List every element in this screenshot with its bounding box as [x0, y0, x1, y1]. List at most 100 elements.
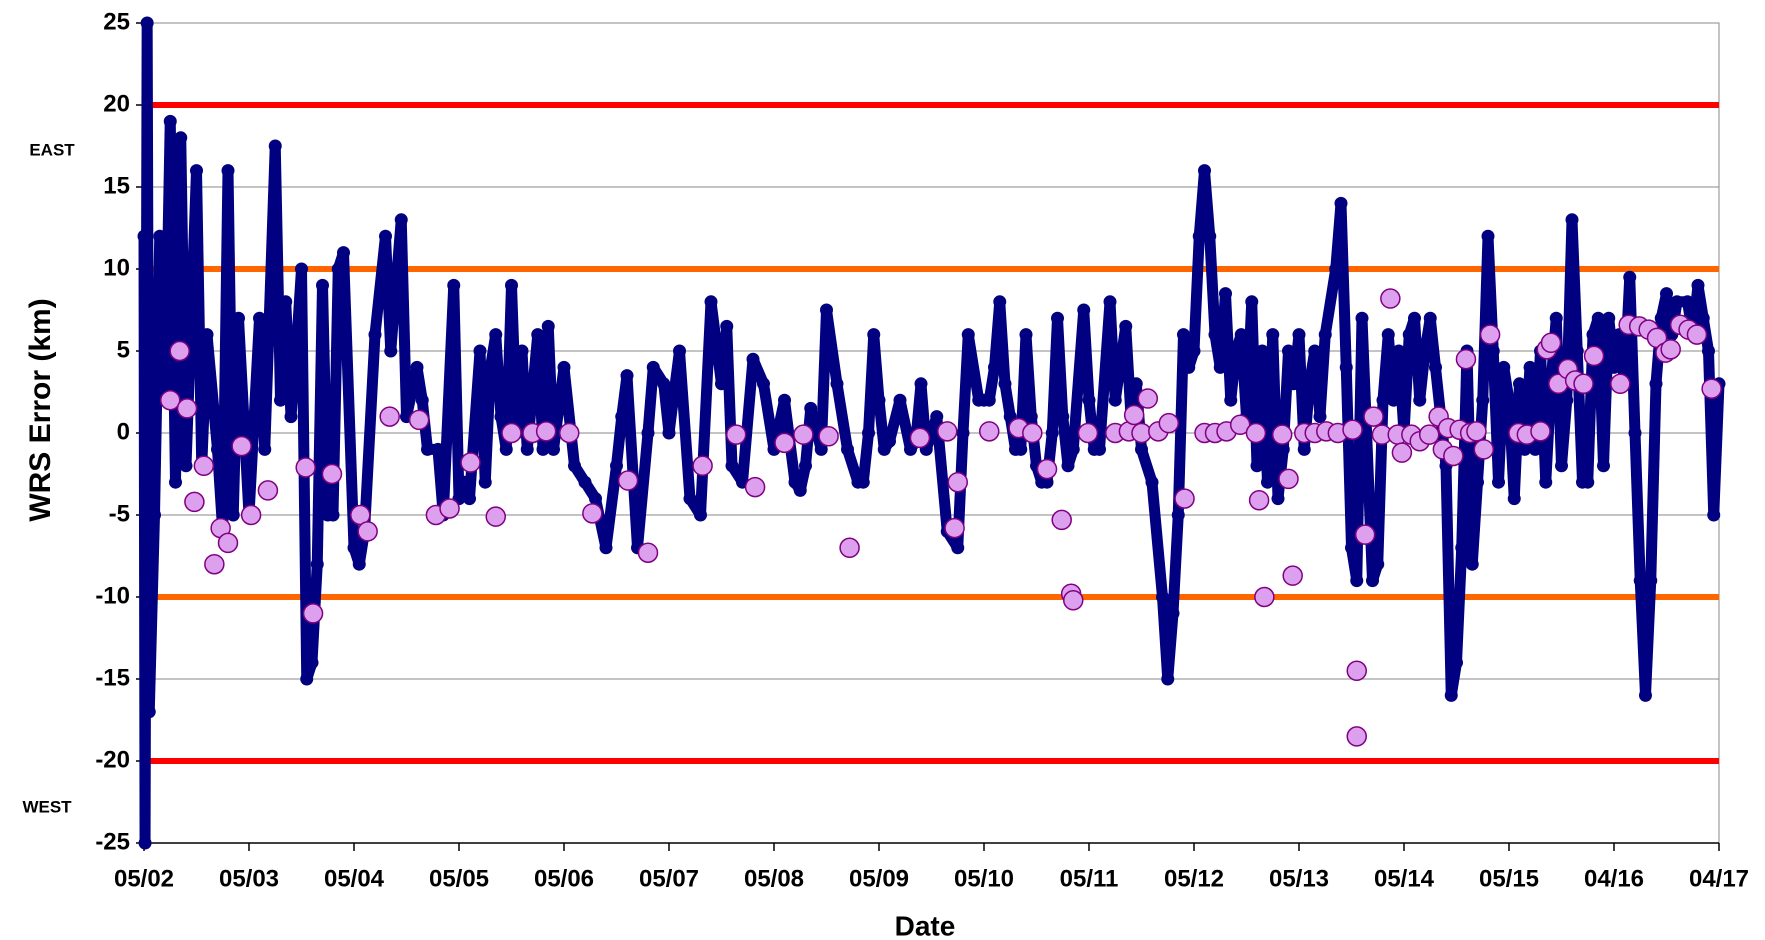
- data-point: [1583, 345, 1605, 367]
- data-point: [1602, 311, 1616, 325]
- data-point: [310, 557, 324, 571]
- x-tick-label: 05/14: [1374, 865, 1435, 892]
- data-point: [988, 360, 1001, 374]
- data-point: [153, 229, 167, 243]
- data-point: [331, 262, 345, 276]
- data-point: [1481, 229, 1495, 243]
- data-point: [379, 229, 392, 243]
- data-point: [394, 213, 408, 227]
- data-point: [893, 393, 907, 407]
- data-point: [193, 455, 215, 477]
- data-point: [1158, 412, 1180, 434]
- data-point: [1633, 574, 1647, 588]
- data-point: [1530, 421, 1551, 442]
- data-point: [1014, 442, 1028, 456]
- data-point: [274, 393, 287, 407]
- data-point: [1570, 344, 1584, 358]
- data-point: [620, 369, 634, 383]
- data-point: [1342, 419, 1363, 440]
- data-point: [820, 303, 833, 317]
- data-point: [998, 377, 1012, 391]
- data-point: [1518, 442, 1532, 456]
- data-point: [883, 434, 896, 448]
- data-point: [557, 360, 571, 374]
- data-point: [1381, 328, 1395, 342]
- x-tick-label: 05/08: [744, 865, 804, 892]
- data-point: [421, 442, 434, 456]
- data-point: [610, 459, 623, 473]
- data-point: [302, 603, 324, 624]
- data-point: [944, 517, 965, 539]
- data-point: [1213, 360, 1227, 374]
- data-point: [830, 377, 844, 391]
- data-point: [720, 319, 734, 333]
- data-point: [1670, 295, 1684, 309]
- data-point: [1123, 404, 1145, 426]
- data-point: [1234, 328, 1248, 342]
- data-point: [240, 504, 262, 526]
- data-point: [289, 344, 303, 358]
- data-point: [1392, 344, 1406, 358]
- y-tick-label: 25: [103, 8, 130, 35]
- data-point: [1082, 393, 1096, 407]
- data-point: [862, 426, 875, 440]
- data-point: [856, 475, 870, 489]
- data-point: [1261, 475, 1274, 489]
- data-point: [1219, 287, 1232, 301]
- y-tick-label: -10: [95, 582, 130, 609]
- x-tick-label: 05/03: [219, 865, 279, 892]
- data-point: [494, 410, 508, 424]
- data-point: [148, 508, 161, 522]
- data-point: [1271, 492, 1285, 506]
- data-point: [1607, 360, 1621, 374]
- x-tick-label: 05/13: [1269, 865, 1329, 892]
- data-point: [232, 311, 245, 325]
- y-tick-label: 15: [103, 172, 130, 199]
- data-point: [1497, 360, 1511, 374]
- data-point: [1597, 459, 1610, 473]
- data-point: [1681, 295, 1694, 309]
- data-point: [1418, 424, 1440, 445]
- y-tick-label: 0: [117, 418, 130, 445]
- data-point: [1707, 508, 1721, 522]
- x-tick-label: 05/02: [114, 865, 174, 892]
- data-point: [204, 553, 225, 575]
- data-point: [253, 311, 266, 325]
- data-point: [1022, 422, 1043, 444]
- data-point: [505, 278, 518, 292]
- data-point: [778, 393, 791, 407]
- data-point: [914, 377, 928, 391]
- x-axis-title: Date: [895, 910, 956, 940]
- data-point: [1644, 574, 1658, 588]
- data-point: [1318, 328, 1332, 342]
- data-point: [1371, 557, 1385, 571]
- data-point: [541, 319, 555, 333]
- y-tick-label: -25: [95, 828, 130, 855]
- data-point: [520, 442, 534, 456]
- data-point: [1418, 344, 1432, 358]
- data-point: [1443, 445, 1464, 467]
- data-point: [715, 377, 728, 391]
- data-point: [799, 459, 812, 473]
- data-point: [357, 521, 378, 542]
- data-point: [337, 246, 350, 260]
- data-point: [1565, 213, 1579, 227]
- data-point: [956, 426, 970, 440]
- x-tick-label: 05/15: [1479, 865, 1539, 892]
- data-point: [1135, 442, 1148, 456]
- data-point: [1476, 393, 1490, 407]
- data-point: [1639, 688, 1652, 702]
- data-point: [1471, 475, 1484, 489]
- data-point: [1245, 295, 1259, 309]
- data-point: [140, 16, 154, 30]
- data-point: [1473, 439, 1495, 460]
- data-point: [1036, 458, 1058, 480]
- data-point: [1063, 590, 1084, 611]
- data-point: [1466, 421, 1487, 442]
- data-point: [909, 427, 931, 449]
- data-point: [138, 836, 152, 850]
- data-point: [463, 492, 476, 506]
- x-tick-label: 05/05: [429, 865, 489, 892]
- data-point: [599, 541, 613, 555]
